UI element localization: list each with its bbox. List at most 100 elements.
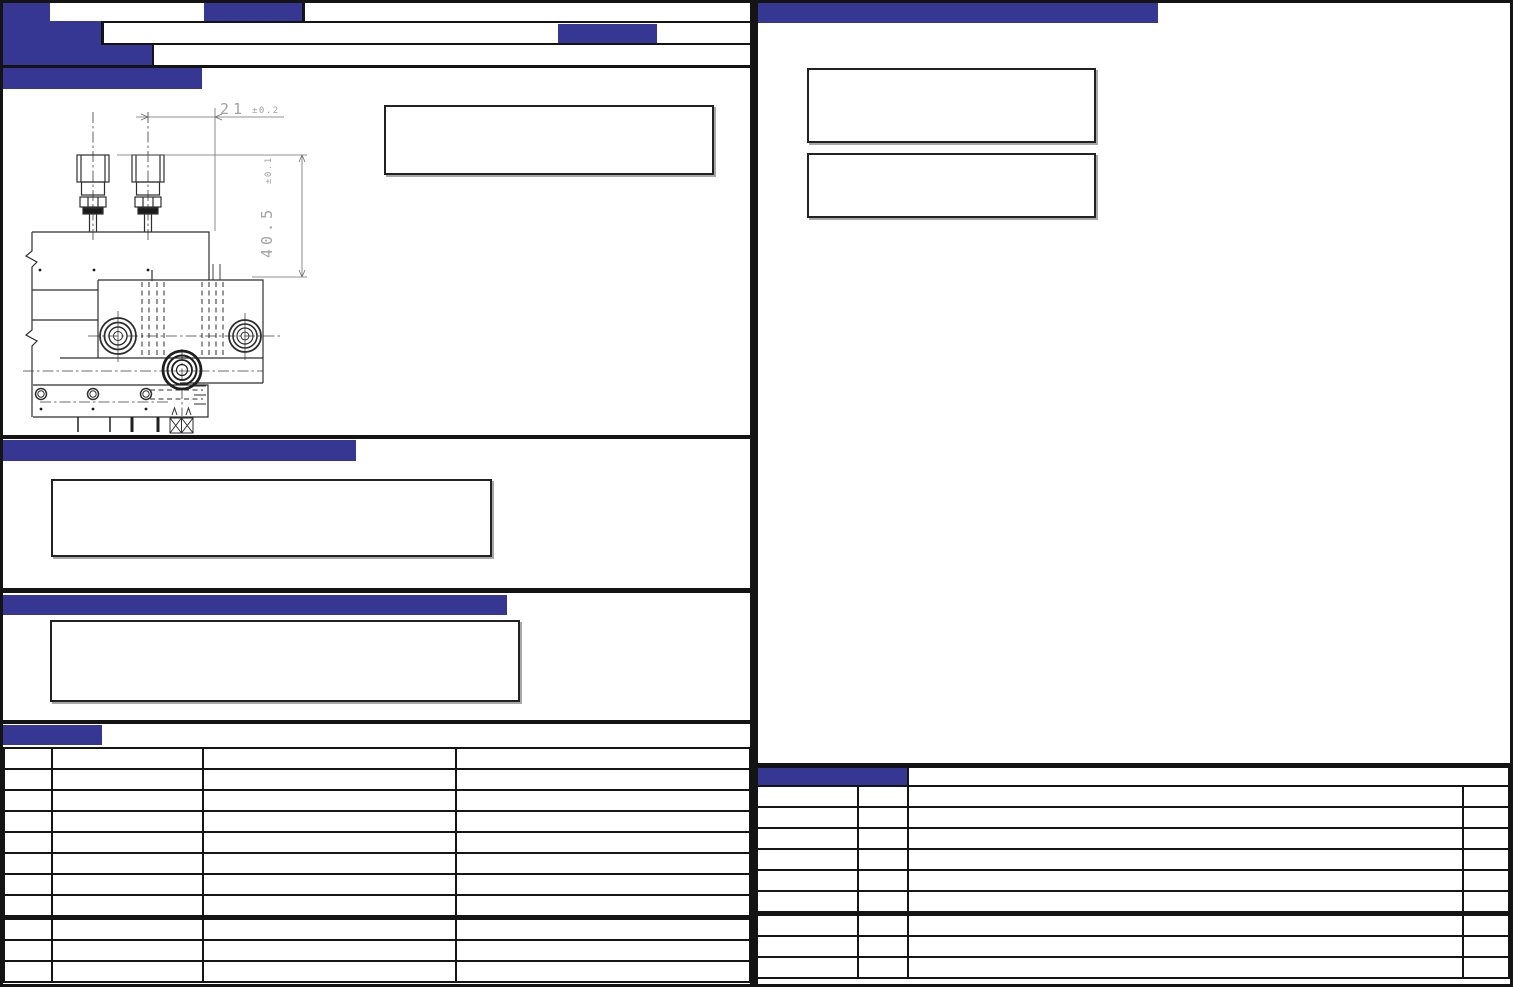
table-cell (1462, 848, 1510, 871)
table-cell (907, 869, 1464, 892)
table-cell (202, 916, 457, 941)
table-row (755, 806, 1510, 829)
table-cell (202, 768, 457, 791)
table-cell (755, 827, 859, 850)
table-row (755, 785, 1510, 808)
port-center (161, 349, 203, 391)
table-row (3, 747, 751, 770)
mount-ticks (77, 417, 160, 432)
table-cell (455, 916, 751, 941)
table-row (755, 956, 1510, 979)
section-rule-1 (3, 435, 750, 439)
table-cell (51, 960, 204, 983)
table-cell (455, 768, 751, 791)
table-cell (1462, 806, 1510, 829)
table-cell (3, 894, 53, 920)
left-table (3, 747, 751, 983)
header-rule-2 (101, 43, 750, 45)
table-cell (51, 873, 204, 896)
table-cell (455, 939, 751, 962)
table-cell (455, 747, 751, 770)
table-cell (1462, 935, 1510, 958)
table-cell (3, 916, 53, 941)
table-row (3, 810, 751, 833)
table-cell (907, 912, 1464, 937)
bolt-holes (38, 268, 150, 411)
centerlines (23, 112, 281, 416)
header-edge-2 (152, 44, 154, 65)
header-block-3 (3, 21, 101, 44)
table-cell (755, 806, 859, 829)
table-cell (857, 956, 909, 979)
header-rule-1 (50, 21, 750, 23)
hidden-lines (141, 282, 224, 400)
table-cell (755, 869, 859, 892)
section-bar-drawing (3, 68, 202, 89)
header-divider (302, 3, 305, 21)
table-row (755, 912, 1510, 937)
table-cell (857, 890, 909, 916)
table-cell (907, 785, 1464, 808)
table-cell (907, 806, 1464, 829)
table-cell (202, 831, 457, 854)
left-table-body (3, 747, 751, 983)
header-edge-1 (101, 22, 104, 44)
header-rule-3 (3, 65, 750, 68)
table-cell (455, 873, 751, 896)
table-cell (857, 869, 909, 892)
table-cell (51, 852, 204, 875)
hatch-pad (169, 406, 194, 434)
table-row (3, 894, 751, 920)
valve-2 (131, 154, 165, 232)
table-cell (907, 848, 1464, 871)
table-row (3, 768, 751, 791)
table-row (3, 789, 751, 812)
header-block-2 (204, 3, 302, 21)
table-cell (202, 939, 457, 962)
table-row (3, 852, 751, 875)
table-cell (1462, 912, 1510, 937)
table-cell (1462, 869, 1510, 892)
table-row (3, 916, 751, 941)
table-cell (455, 960, 751, 983)
table-cell (51, 768, 204, 791)
table-row (755, 890, 1510, 916)
table-cell (3, 939, 53, 962)
right-table-header-label (755, 764, 909, 787)
table-cell (455, 894, 751, 920)
table-row (3, 939, 751, 962)
table-cell (455, 789, 751, 812)
table-cell (755, 848, 859, 871)
table-cell (202, 873, 457, 896)
table-cell (907, 935, 1464, 958)
header-block-1 (3, 3, 50, 21)
header-block-5 (558, 24, 657, 43)
table-cell (1462, 956, 1510, 979)
table-cell (755, 935, 859, 958)
table-cell (907, 827, 1464, 850)
table-cell (857, 912, 909, 937)
table-cell (202, 960, 457, 983)
table-row (755, 869, 1510, 892)
table-cell (857, 827, 909, 850)
table-cell (857, 785, 909, 808)
table-cell (51, 894, 204, 920)
table-row (755, 827, 1510, 850)
section-bar-2 (3, 440, 356, 461)
table-cell (1462, 827, 1510, 850)
section-rule-2 (3, 588, 750, 593)
table-cell (202, 894, 457, 920)
right-table-header-blank (907, 764, 1510, 787)
section-2-box (51, 479, 492, 557)
right-note-box-1 (807, 68, 1096, 143)
table-cell (3, 831, 53, 854)
table-cell (455, 852, 751, 875)
small-ports (34, 387, 153, 401)
table-cell (3, 852, 53, 875)
table-cell (907, 890, 1464, 916)
table-cell (455, 831, 751, 854)
right-header-bar (758, 3, 1158, 23)
table-cell (51, 916, 204, 941)
section-3-box (50, 620, 520, 702)
table-cell (755, 912, 859, 937)
